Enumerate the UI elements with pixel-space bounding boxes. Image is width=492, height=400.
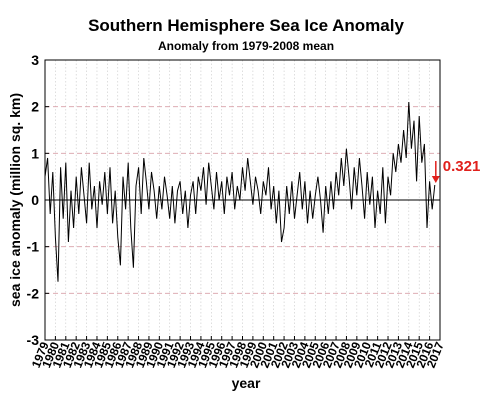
chart-title: Southern Hemisphere Sea Ice Anomaly: [88, 16, 404, 35]
annotation-group: 0.321: [431, 158, 481, 184]
y-tick-label: -3: [27, 332, 40, 348]
chart-subtitle: Anomaly from 1979-2008 mean: [158, 39, 334, 53]
y-tick-label: 1: [31, 145, 39, 161]
series-line-0: [44, 101, 436, 282]
y-tick-label: 0: [31, 192, 39, 208]
x-tick-labels: 1979198019811982198319841985198619871988…: [29, 336, 447, 370]
annotation-value: 0.321: [443, 158, 481, 175]
y-tick-label: 2: [31, 99, 39, 115]
y-tick-label: -2: [27, 285, 40, 301]
y-tick-label: -1: [27, 239, 40, 255]
annotation-arrow-head: [431, 176, 440, 184]
series-group: [44, 101, 436, 282]
y-axis-label: sea ice anomaly (million sq. km): [7, 93, 23, 307]
y-tick-labels: -3 -2 -1 0 1 2 3: [27, 52, 49, 348]
x-axis-label: year: [232, 375, 261, 391]
y-tick-label: 3: [31, 52, 39, 68]
